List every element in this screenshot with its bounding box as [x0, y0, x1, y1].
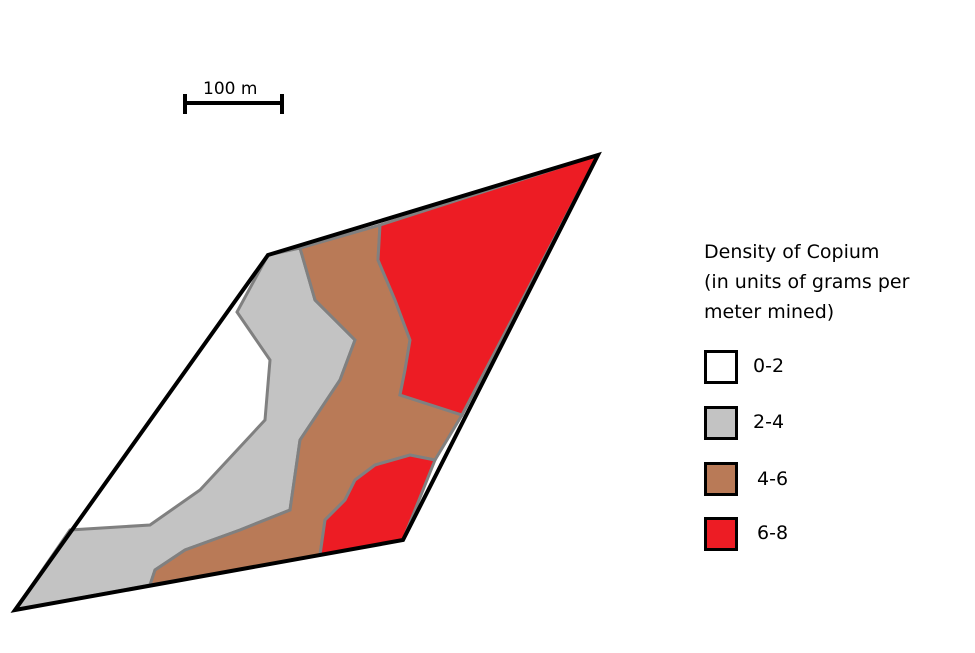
- legend-swatch-0-2: [704, 350, 738, 384]
- legend-label-4-6: 4-6: [757, 468, 789, 490]
- legend-title-line-2: (in units of grams per: [704, 271, 910, 293]
- legend-swatch-6-8: [704, 517, 738, 551]
- legend-label-2-4: 2-4: [753, 411, 785, 433]
- legend-label-6-8: 6-8: [757, 522, 789, 544]
- legend-label-0-2: 0-2: [753, 355, 785, 377]
- scale-bar: [183, 94, 284, 114]
- scale-bar-label: 100 m: [203, 79, 258, 99]
- legend-title-line-1: Density of Copium: [704, 241, 880, 263]
- legend-title-line-3: meter mined): [704, 301, 835, 323]
- map-outline: [10, 151, 602, 613]
- legend-title: Density of Copium (in units of grams per…: [704, 237, 964, 327]
- legend-swatch-2-4: [704, 406, 738, 440]
- zone-0-2: [70, 248, 300, 530]
- legend-swatch-4-6: [704, 462, 738, 496]
